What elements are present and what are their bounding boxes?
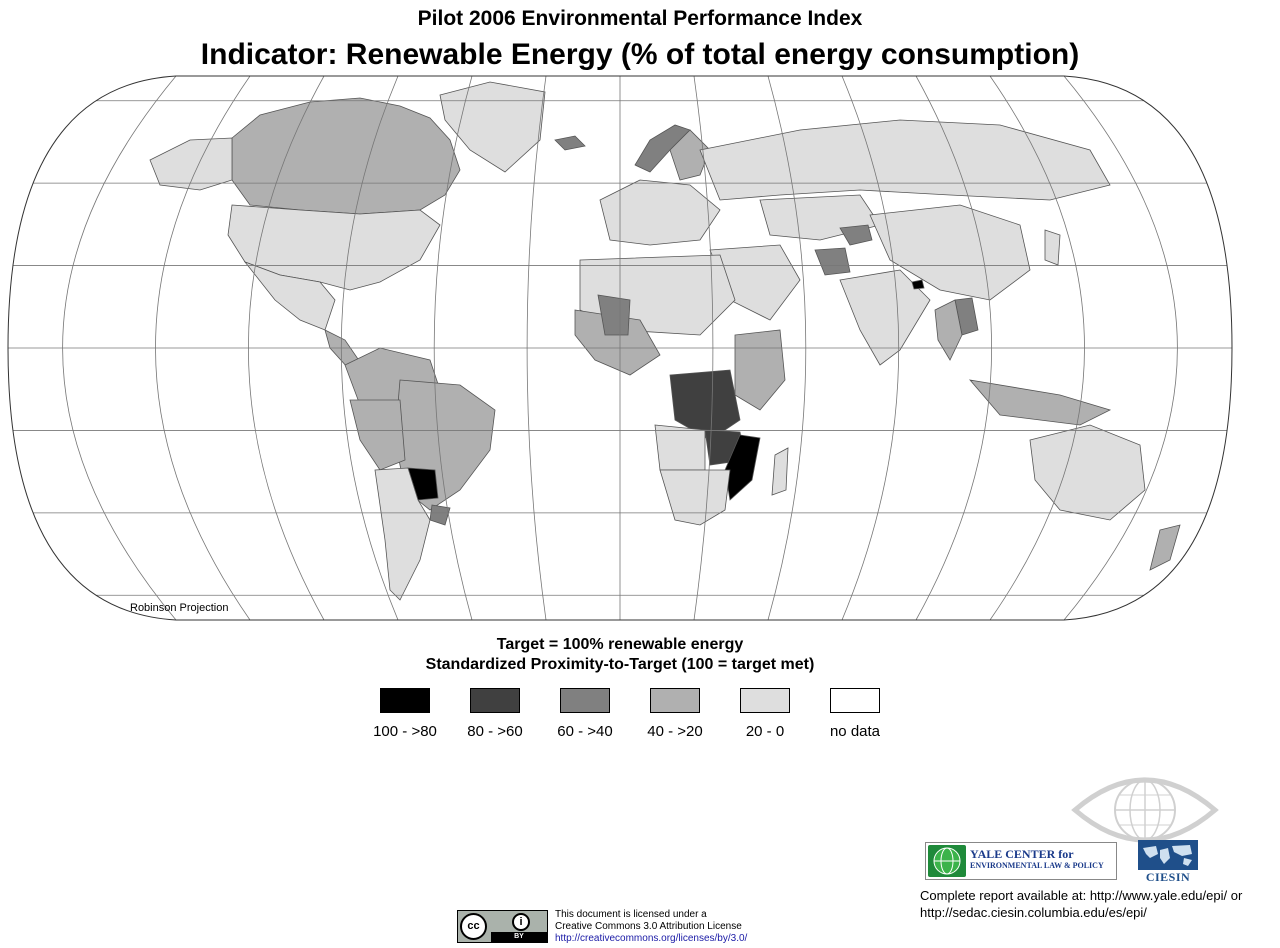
region-mali (597, 294, 631, 336)
legend-item: 60 - >40 (540, 688, 630, 740)
legend-item: 100 - >80 (360, 688, 450, 740)
region-china (869, 204, 1031, 301)
globe-border (7, 75, 1233, 621)
legend-label: 20 - 0 (745, 723, 785, 740)
region-kyrgyzstan (839, 224, 873, 246)
report-note-line1: Complete report available at: http://www… (920, 888, 1243, 903)
meridian-line (248, 76, 325, 620)
attribution-person-icon: i (512, 913, 530, 931)
legend: 100 - >80 80 - >60 60 - >40 40 - >20 20 … (360, 688, 900, 748)
region-new-zealand (1149, 524, 1181, 571)
meridian-line (526, 76, 547, 620)
legend-swatch (830, 688, 880, 713)
legend-label: 100 - >80 (373, 723, 437, 740)
license-text: This document is licensed under a Creati… (555, 909, 747, 945)
globe-icon (928, 845, 966, 877)
region-india (839, 269, 931, 366)
region-west-africa (574, 309, 661, 376)
license-link[interactable]: http://creativecommons.org/licenses/by/3… (555, 933, 748, 944)
meridian-line (62, 76, 177, 620)
legend-swatch (380, 688, 430, 713)
region-peru-bolivia (349, 399, 406, 471)
region-greenland (439, 81, 546, 173)
legend-label: 40 - >20 (647, 723, 703, 740)
region-argentina-chile (374, 467, 431, 601)
land-areas (149, 81, 1181, 601)
meridian-line (841, 76, 900, 620)
report-note-line2: http://sedac.ciesin.columbia.edu/es/epi/ (920, 905, 1147, 920)
legend-swatch (650, 688, 700, 713)
region-madagascar (771, 447, 789, 496)
projection-label: Robinson Projection (130, 602, 229, 614)
license-line1: This document is licensed under a (555, 909, 707, 920)
legend-item: 40 - >20 (630, 688, 720, 740)
meridian-line (915, 76, 992, 620)
region-iceland (554, 135, 586, 151)
meridian-line (1063, 76, 1178, 620)
legend-item: no data (810, 688, 900, 740)
region-afghanistan (814, 247, 851, 276)
region-southeast-asia (934, 299, 963, 361)
legend-label: 60 - >40 (557, 723, 613, 740)
map-title: Pilot 2006 Environmental Performance Ind… (417, 7, 863, 30)
graticule (8, 76, 1232, 620)
region-uruguay (429, 504, 451, 526)
region-mexico (243, 261, 336, 331)
region-east-africa (734, 329, 786, 411)
meridian-line (340, 76, 399, 620)
legend-subtitle: Standardized Proximity-to-Target (100 = … (425, 656, 815, 673)
region-australia (1029, 424, 1146, 521)
region-southern-africa (659, 469, 731, 526)
legend-swatch (470, 688, 520, 713)
legend-label: 80 - >60 (467, 723, 523, 740)
cc-icon: cc (460, 913, 487, 940)
legend-swatch (740, 688, 790, 713)
meridian-line (767, 76, 807, 620)
region-mozambique (724, 434, 761, 501)
yale-logo-line1: YALE CENTER for (970, 847, 1074, 861)
region-japan (1044, 229, 1061, 266)
cc-by-label: BY (491, 932, 547, 942)
meridian-line (155, 76, 251, 620)
legend-label: no data (829, 723, 881, 740)
region-western-europe (599, 179, 721, 246)
region-indonesia (968, 379, 1112, 426)
yale-center-logo: YALE CENTER for ENVIRONMENTAL LAW & POLI… (925, 842, 1117, 880)
region-drc (669, 369, 741, 441)
legend-swatch (560, 688, 610, 713)
ciesin-logo: CIESIN (1135, 840, 1201, 884)
ciesin-wordmark: CIESIN (1145, 870, 1191, 884)
region-angola (654, 424, 706, 471)
map-subtitle: Indicator: Renewable Energy (% of total … (200, 38, 1080, 71)
meridian-line (433, 76, 473, 620)
creative-commons-badge[interactable]: cc i BY (457, 910, 548, 943)
legend-target: Target = 100% renewable energy (496, 636, 744, 653)
region-russia (699, 119, 1111, 201)
legend-item: 80 - >60 (450, 688, 540, 740)
world-map-icon (1138, 840, 1198, 870)
region-nepal-bhutan (911, 279, 925, 290)
meridian-line (989, 76, 1085, 620)
yale-logo-line2: ENVIRONMENTAL LAW & POLICY (970, 861, 1104, 870)
license-line2: Creative Commons 3.0 Attribution License (555, 921, 742, 932)
legend-item: 20 - 0 (720, 688, 810, 740)
region-alaska (149, 137, 233, 191)
report-note: Complete report available at: http://www… (920, 887, 1270, 921)
meridian-line (693, 76, 714, 620)
